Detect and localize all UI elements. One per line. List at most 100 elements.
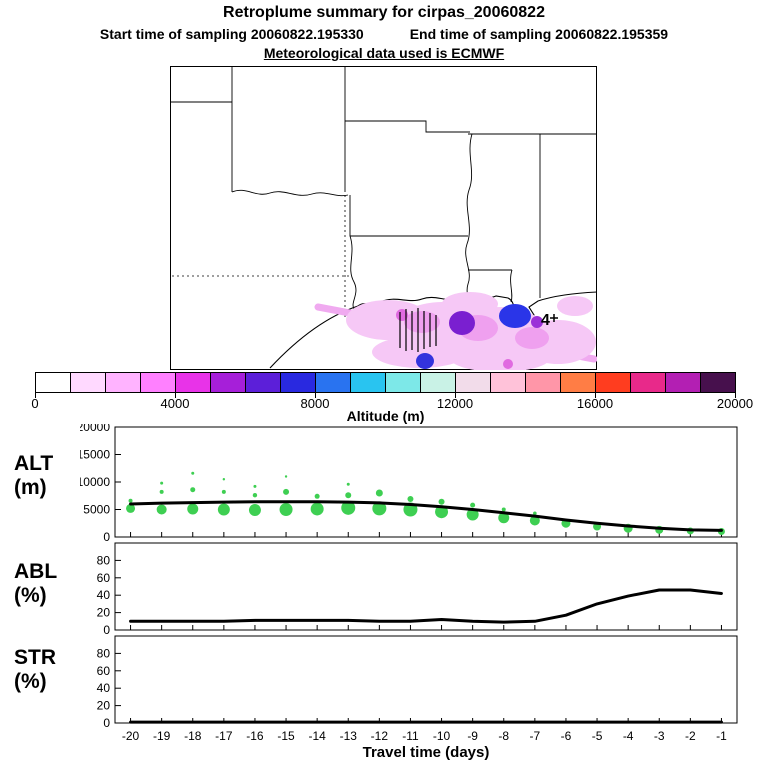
particle-altitude-dot (126, 503, 136, 513)
colorbar-tick-label: 12000 (436, 396, 474, 411)
colorbar-cell (560, 373, 595, 392)
colorbar-cell (525, 373, 560, 392)
abl-fraction-panel: 0 20 40 60 80 (97, 542, 738, 635)
particle-altitude-dot (279, 503, 293, 516)
plume-blob (404, 311, 440, 333)
colorbar-tick (454, 393, 456, 398)
y-tick-label: 20 (97, 606, 111, 620)
y-tick-label: 0 (103, 530, 110, 542)
colorbar-cell (490, 373, 525, 392)
x-tick-label: -9 (467, 729, 478, 743)
particle-altitude-dot (341, 500, 356, 515)
particle-altitude-dot (222, 478, 226, 481)
particle-altitude-dot (284, 475, 288, 478)
particle-altitude-dot (253, 484, 257, 488)
x-axis-title: Travel time (days) (362, 744, 490, 761)
x-tick-label: -11 (402, 729, 419, 743)
plume-blob (396, 309, 408, 321)
y-tick-label: 15000 (80, 448, 110, 462)
colorbar-cell (245, 373, 280, 392)
colorbar-cell (385, 373, 420, 392)
panel-frame (114, 426, 738, 538)
colorbar-cell (455, 373, 490, 392)
abl-axis-label-text: ABL (14, 560, 58, 583)
colorbar-tick (594, 393, 596, 398)
x-tick-label: -4 (623, 729, 634, 743)
colorbar-tick-label: 4000 (160, 396, 190, 411)
receptor-label: 4 (541, 312, 550, 329)
particle-altitude-dot (501, 507, 506, 512)
colorbar-tick-label: 0 (31, 396, 39, 411)
particle-altitude-dot (533, 511, 537, 516)
colorbar-cell (70, 373, 105, 392)
particle-altitude-dot (156, 504, 167, 515)
particle-altitude-dot (498, 512, 510, 524)
particle-altitude-dot (187, 503, 199, 515)
colorbar-tick-label: 16000 (576, 396, 614, 411)
x-tick-label: -10 (433, 729, 451, 743)
plume-blob (515, 327, 549, 349)
x-tick-label: -20 (122, 729, 140, 743)
particle-altitude-dot (529, 515, 540, 526)
state-boundaries (171, 67, 597, 310)
particle-altitude-dot (248, 504, 261, 517)
colorbar-tick (174, 393, 176, 398)
y-tick-label: 20000 (80, 424, 110, 434)
x-tick-label: -3 (654, 729, 665, 743)
particle-altitude-dot (221, 489, 226, 494)
y-tick-label: 40 (97, 588, 111, 602)
x-tick-label: -6 (561, 729, 572, 743)
str-axis-unit-text: (%) (14, 670, 47, 693)
colorbar-cell (140, 373, 175, 392)
y-tick-label: 0 (103, 716, 110, 730)
plume-blob (416, 353, 434, 369)
particle-altitude-dot (310, 502, 324, 516)
colorbar-tick-label: 8000 (300, 396, 330, 411)
y-tick-label: 40 (97, 681, 111, 695)
colorbar-cell (315, 373, 350, 392)
panel-frame (114, 635, 738, 724)
plume-blob (450, 344, 550, 370)
particle-altitude-dot (217, 503, 230, 516)
start-time-text: Start time of sampling 20060822.195330 (99, 26, 364, 42)
graticule-dotted-lines (172, 195, 350, 320)
particle-altitude-dot (160, 481, 164, 485)
x-tick-label: -1 (716, 729, 727, 743)
particle-altitude-dot (372, 501, 387, 516)
particle-altitude-dot (159, 489, 164, 494)
alt-axis-label: ALT (m) (14, 452, 94, 500)
y-tick-label: 5000 (83, 503, 110, 517)
particle-altitude-dot (345, 492, 352, 499)
colorbar-cell (700, 373, 735, 392)
x-tick-label: -12 (371, 729, 389, 743)
plume-blob (557, 296, 593, 316)
y-tick-label: 60 (97, 664, 111, 678)
y-tick-label: 10000 (80, 475, 110, 489)
str-axis-label: STR (%) (14, 646, 94, 694)
colorbar-cell (630, 373, 665, 392)
y-tick-label: 60 (97, 571, 111, 585)
particle-altitude-dot (438, 498, 445, 505)
x-tick-label: -7 (530, 729, 541, 743)
particle-altitude-dot (466, 508, 479, 521)
colorbar-cell (420, 373, 455, 392)
y-tick-label: 80 (97, 646, 111, 660)
colorbar-cell (36, 373, 70, 392)
plume-blobs (314, 292, 597, 370)
receptor-cross-icon (550, 314, 558, 322)
abl-axis-label: ABL (%) (14, 560, 94, 608)
mean-line (129, 500, 723, 532)
colorbar-tick (314, 393, 316, 398)
particle-altitude-dot (190, 487, 196, 493)
alt-axis-unit-text: (m) (14, 476, 47, 499)
plume-blob (503, 359, 513, 369)
particle-altitude-dot (470, 502, 476, 508)
page-title: Retroplume summary for cirpas_20060822 (223, 4, 545, 21)
altitude-timeseries-panel: 0 5000 10000 15000 20000 (80, 424, 738, 542)
x-tick-label: -2 (685, 729, 696, 743)
colorbar-cell (105, 373, 140, 392)
particle-altitude-dot (407, 496, 414, 503)
particle-altitude-dot (375, 489, 383, 497)
